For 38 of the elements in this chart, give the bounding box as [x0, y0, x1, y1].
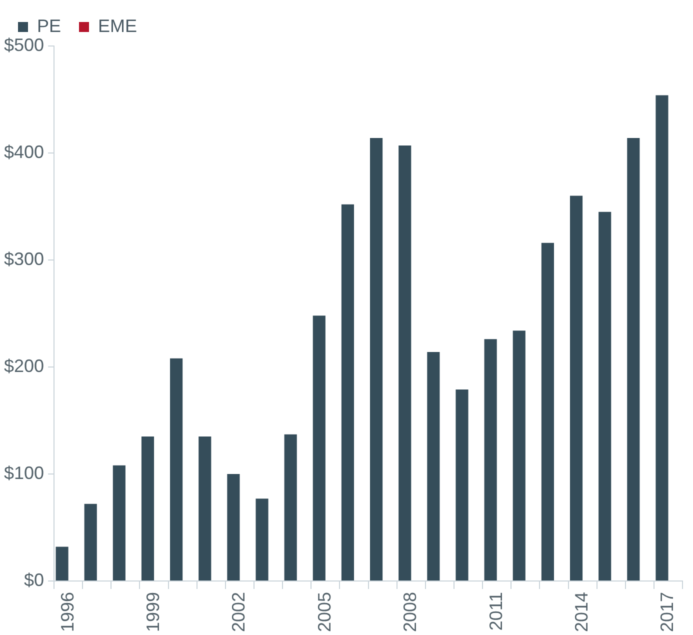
- bar: [312, 316, 326, 580]
- x-tick-label: 2002: [228, 592, 249, 632]
- bar: [284, 434, 297, 580]
- x-tick-label: 2005: [314, 592, 334, 632]
- bar: [341, 204, 354, 580]
- bar: [570, 196, 583, 580]
- x-tick-label: 2008: [400, 592, 420, 632]
- bar: [227, 474, 240, 580]
- bar: [484, 339, 497, 580]
- x-tick-label: 1999: [143, 592, 163, 632]
- bar: [198, 436, 212, 580]
- y-tick-label: $300: [4, 248, 44, 269]
- y-tick-label: $0: [24, 570, 44, 590]
- y-tick-label: $100: [4, 462, 44, 483]
- bar: [541, 242, 554, 580]
- x-tick-label: 2017: [657, 592, 678, 632]
- legend-label: EME: [98, 16, 138, 36]
- bar: [598, 212, 612, 580]
- bar: [170, 358, 183, 580]
- bar: [112, 465, 126, 580]
- bar: [456, 389, 468, 580]
- bar: [56, 546, 68, 580]
- bar: [427, 352, 440, 580]
- x-tick-label: 1996: [57, 592, 78, 632]
- bar: [141, 436, 154, 580]
- bar: [512, 330, 526, 580]
- bar: [627, 138, 640, 580]
- y-tick-label: $200: [4, 356, 44, 376]
- x-tick-label: 2011: [486, 592, 506, 631]
- y-tick-label: $500: [4, 34, 44, 55]
- bar: [370, 138, 383, 580]
- bar: [398, 146, 412, 580]
- bar: [656, 95, 668, 580]
- bar: [84, 504, 97, 580]
- x-tick-label: 2014: [572, 592, 592, 632]
- bar: [256, 498, 268, 580]
- y-tick-label: $400: [4, 142, 44, 162]
- legend-label: PE: [37, 16, 62, 36]
